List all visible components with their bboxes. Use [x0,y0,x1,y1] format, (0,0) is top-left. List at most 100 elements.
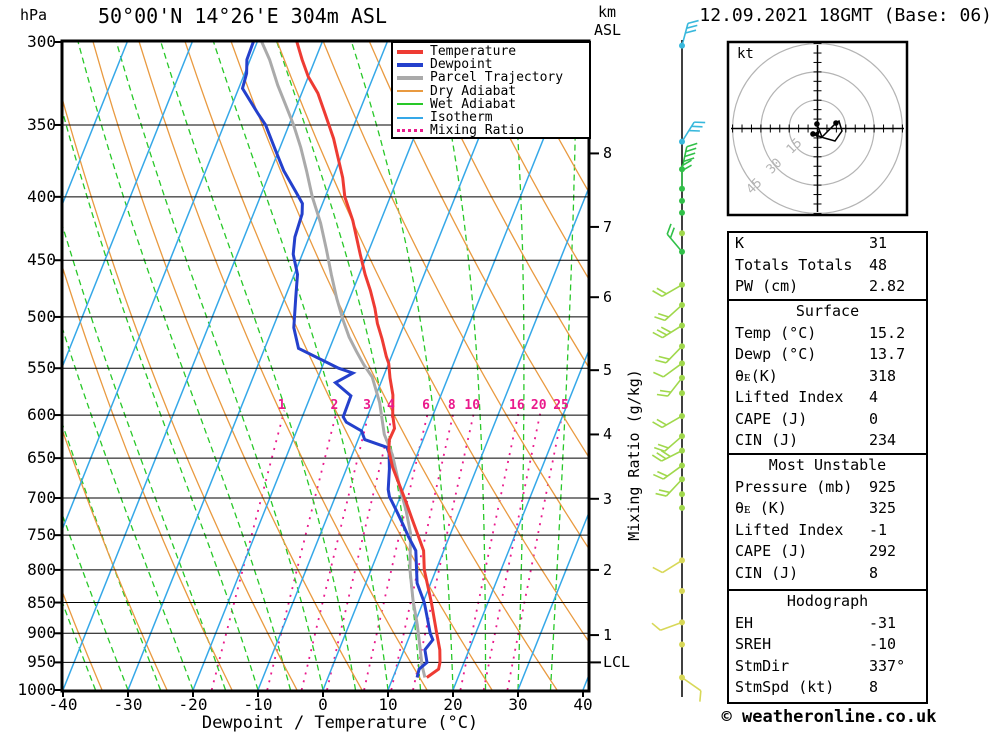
wind-barb-feather [656,393,668,397]
wind-barb-shaft [666,233,683,253]
wind-barb-shaft [662,362,683,378]
temperature-tick-label: 10 [378,695,398,714]
indices-table-header: Hodograph [786,592,869,610]
parcel-trajectory-curve [260,42,427,678]
isotherm-line [387,187,588,690]
wind-barb [652,412,685,429]
indices-table-row-label: CAPE (J) [735,542,808,560]
pressure-tick-label: 600 [27,405,56,425]
indices-table-row-label: SREH [735,635,772,653]
wind-barb [679,142,698,173]
temperature-tick-label: -40 [48,695,78,714]
wind-barb [652,322,685,339]
indices-table-row: Pressure (mb) 925 [729,477,926,499]
pressure-tick-label: 350 [27,114,56,134]
dry-adiabat-line [369,42,588,458]
mixing-ratio-value-label: 16 [509,398,525,413]
indices-table-row-label: StmDir [735,656,790,675]
wind-barb [651,447,685,462]
wind-barb-feather [660,326,672,334]
km-tick-label: 2 [603,560,613,579]
km-tick-label: 3 [603,489,613,508]
wind-barb-shaft [662,464,683,480]
wind-barb-feather [685,147,697,153]
temperature-tick-label: 40 [573,695,593,714]
indices-table-row: CAPE (J) 0 [729,409,926,431]
dry-adiabat-line [230,42,558,690]
mixing-ratio-line [506,410,564,690]
mixing-ratio-value-label: 2 [330,398,339,413]
legend-label: Dry Adiabat [430,83,517,99]
wind-barb-station-dot [679,504,685,511]
temperature-tick-label: -10 [243,695,273,714]
wind-barb [651,619,685,632]
legend-row: Mixing Ratio [393,123,589,138]
temperature-tick-label: -30 [113,695,143,714]
wind-barb-feather [658,489,670,494]
indices-table-row-label: Lifted Index [735,388,844,406]
isotherm-line [517,512,588,690]
pressure-tick-label: 1000 [17,680,56,699]
wind-barb [655,343,685,364]
isotherm-line [127,42,388,690]
indices-table-row-value: 337° [869,656,906,675]
km-tick-label: 6 [603,288,613,307]
indices-table-header: Most Unstable [768,456,887,474]
wind-barb-feather [654,316,666,322]
wind-barb-shaft [662,324,683,339]
km-tick-label: 4 [603,425,613,444]
wind-barb-shaft [661,284,683,297]
indices-table-row-label: PW (cm) [735,277,799,295]
mixing-ratio-value-label: 6 [422,398,430,413]
wind-barb-station-dot [679,209,685,216]
wet-adiabat-line [63,327,194,690]
wind-barb-feather [656,287,667,295]
wind-barb [653,433,685,453]
wet-adiabat-line [63,514,129,690]
indices-table-row: Lifted Index -1 [729,520,926,542]
indices-table-row-value: 292 [869,542,897,560]
mixing-ratio-value-label: 25 [553,398,569,413]
wet-adiabat-line [160,42,357,690]
wet-adiabat-line [63,225,227,690]
indices-table-row-label: EH [735,613,754,632]
indices-table-row-value: 8 [869,563,879,582]
wind-barb-feather [653,371,664,378]
pressure-axis-unit: hPa [20,6,48,24]
hodograph-trace [812,119,843,142]
mixing-ratio-value-label: 3 [363,398,371,413]
wind-barb-feather [657,470,668,477]
indices-table-row-label: Dewp (°C) [735,345,817,363]
indices-table-row-value: -10 [869,635,897,653]
mixing-ratio-line [482,410,542,690]
legend-label: Wet Adiabat [430,96,517,112]
wind-barb-shaft [660,621,683,632]
wind-barb-shaft [662,559,683,574]
legend-row: Parcel Trajectory [393,70,589,85]
indices-table-row-label: Lifted Index [735,520,844,539]
wind-barb [679,121,706,145]
wind-barb [679,588,685,595]
indices-table-row-value: 13.7 [869,345,906,363]
indices-table-row: Lifted Index 4 [729,387,926,409]
temperature-legend-swatch [397,49,423,54]
wind-barb-feather [687,19,699,25]
indices-table-row: Dewp (°C) 13.7 [729,344,926,366]
wind-barb [679,504,685,511]
isotherm-line [452,350,588,690]
indices-table-row-value: 8 [869,678,879,696]
wind-barb [666,223,685,255]
wind-barb-feather [656,452,667,460]
wind-barb-feather [656,418,667,426]
legend-row: Isotherm [393,110,589,125]
altitude-axis-unit-km: km [598,3,617,21]
dry-adiabat-line [276,42,588,642]
pressure-tick-label: 900 [27,623,56,643]
wind-barb-station-dot [679,588,685,595]
wind-barb [679,197,685,204]
wind-barb-station-dot [679,230,685,237]
copyright-text: © weatheronline.co.uk [721,707,937,727]
indices-table-row-label: θᴇ (K) [735,499,787,517]
